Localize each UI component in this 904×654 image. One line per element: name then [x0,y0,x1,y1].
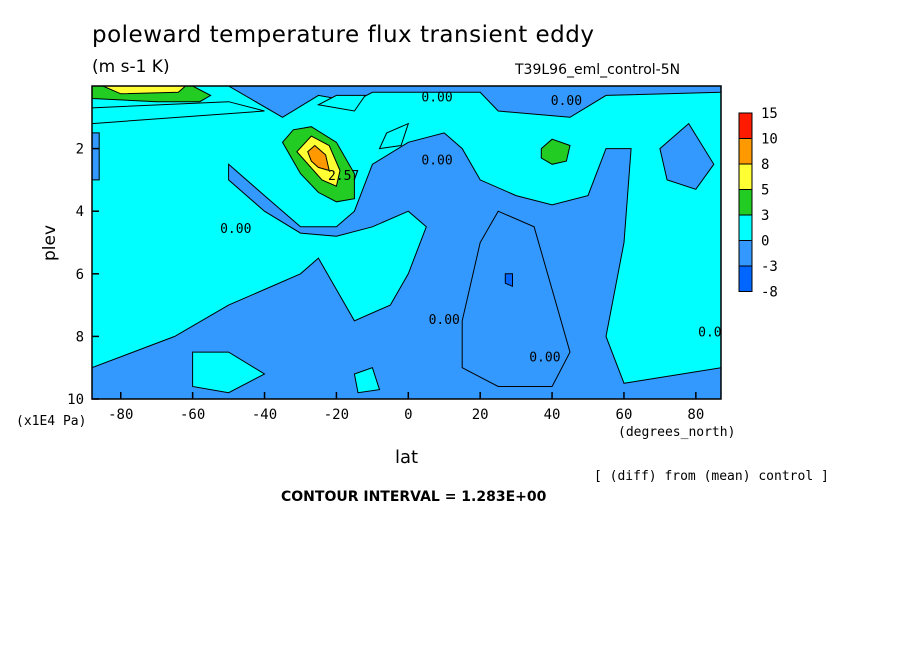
colorbar-swatch [738,189,753,216]
contour-label-4: 0.00 [429,313,460,328]
colorbar-swatch [738,138,753,165]
plot-frame [91,85,722,400]
x-axis-label: lat [395,447,419,468]
contour-label-1: 0.00 [551,94,582,109]
contour-label-0: 0.00 [421,91,452,106]
x-tick-label: 60 [616,407,633,423]
y-tick-label: 6 [76,267,84,283]
colorbar-label: 10 [761,132,778,148]
contour-region-4 [92,132,100,181]
y-tick-label: 4 [76,204,84,220]
x-tick-label: -40 [252,407,277,423]
diff-note: [ (diff) from (mean) control ] [594,469,829,484]
chart-units: (m s-1 K) [92,57,170,77]
colorbar-label: 5 [761,183,769,199]
x-tick-label: -80 [108,407,133,423]
colorbar-label: 3 [761,208,769,224]
y-axis-label: plev [40,225,60,261]
x-tick-label: 20 [472,407,489,423]
x-axis-ticks: -80 -60 -40 -20 0 20 40 60 80 [108,392,704,423]
chart-title: poleward temperature flux transient eddy [92,22,595,48]
contour-label-5: 0.00 [529,350,560,365]
run-label: T39L96_eml_control-5N [515,62,681,78]
filled-contours [92,86,721,399]
x-tick-label: 0 [404,407,412,423]
colorbar-label: 0 [761,234,769,250]
contour-region-5 [316,94,367,112]
x-tick-label: 80 [687,407,704,423]
contour-label-6: 0.00 [698,325,729,340]
x-tick-label: 40 [544,407,561,423]
contour-region-7 [378,122,410,150]
contour-interval: CONTOUR INTERVAL = 1.283E+00 [281,489,547,505]
contour-label-3: 0.00 [220,222,251,237]
contour-region-14 [102,86,187,95]
contour-region-3 [659,122,715,190]
colorbar-swatch [738,240,753,267]
contour-label-2: 0.00 [421,153,452,168]
y-tick-label: 2 [76,142,84,158]
colorbar-swatch [738,214,753,241]
y-tick-label: 8 [76,329,84,345]
x-tick-label: -20 [324,407,349,423]
y-axis-ticks: 2 4 6 8 10 [67,142,99,408]
colorbar-swatch [738,265,753,292]
contour-label-7: 2.57 [328,169,359,184]
contour-region-16 [504,273,513,288]
x-axis-unit: (degrees_north) [618,425,736,440]
colorbar-label: -3 [761,259,778,275]
colorbar-label: 8 [761,157,769,173]
colorbar-label: -8 [761,285,778,301]
x-tick-label: -60 [180,407,205,423]
contour-region-6 [92,101,265,125]
contour-region-2 [461,210,571,387]
colorbar-swatch [738,163,753,190]
y-axis-unit: (x1E4 Pa) [16,414,87,429]
y-tick-label: 10 [67,392,84,408]
contour-region-9 [353,367,381,394]
contour-region-0 [92,86,721,118]
contour-region-8 [192,351,266,394]
contour-labels: 0.00 0.00 0.00 0.00 0.00 0.00 0.00 2.57 [220,91,729,366]
colorbar-swatch [738,112,753,139]
contour-region-15 [307,144,330,172]
colorbar-label: 15 [761,106,778,122]
colorbar: 15 10 8 5 3 0 -3 -8 [738,106,778,301]
contour-region-12 [540,138,571,165]
